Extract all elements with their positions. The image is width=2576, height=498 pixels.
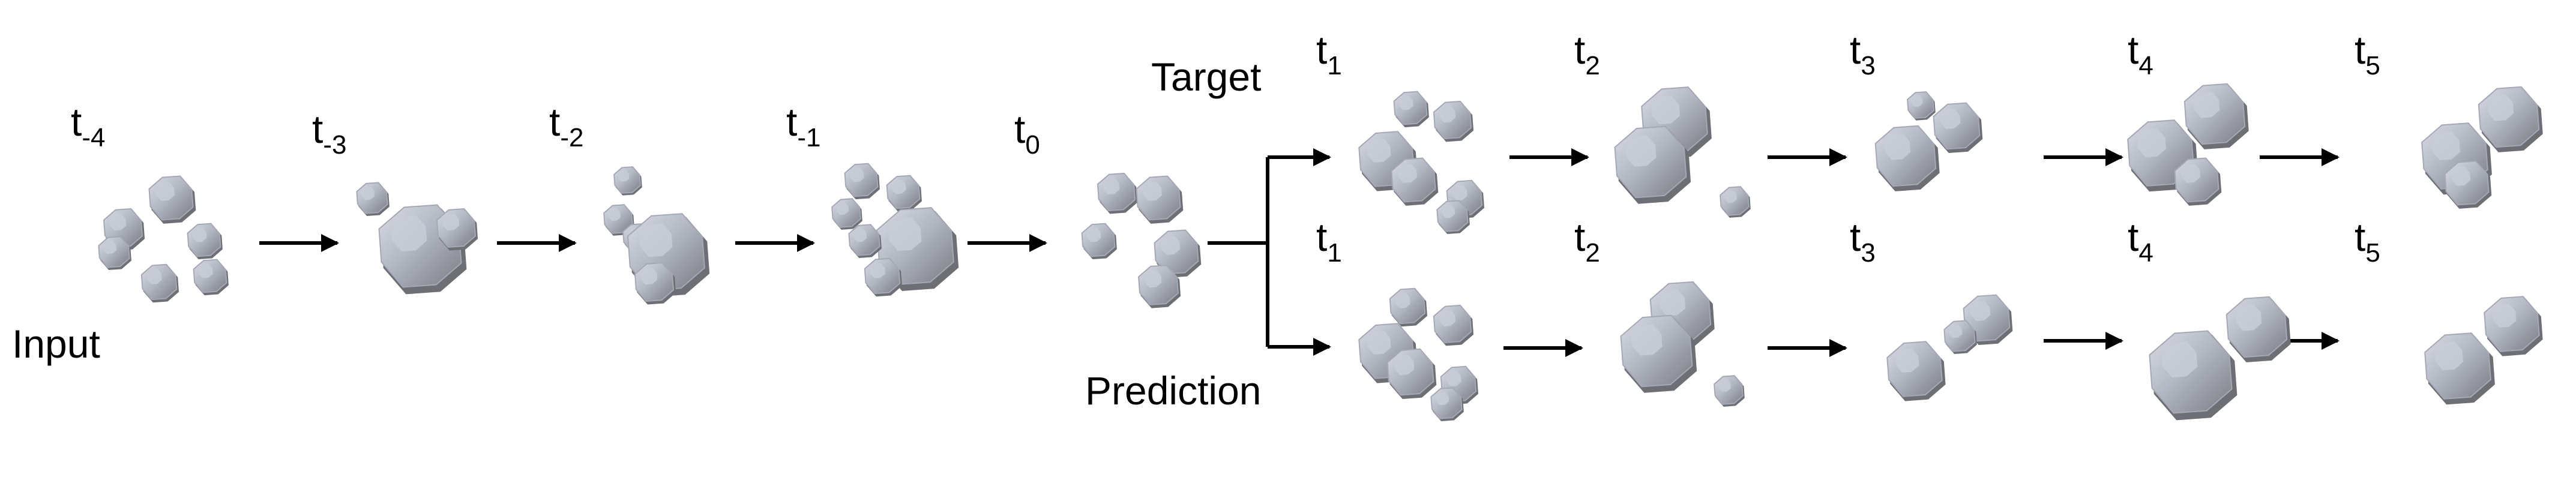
cluster-target-t4 [2127, 83, 2249, 206]
input-label: Input [12, 322, 100, 366]
time-label-input-0: t-4 [71, 100, 106, 152]
cluster-target-t5 [2421, 86, 2543, 209]
cluster-target-t3 [1874, 91, 1983, 191]
time-label-input-4: t0 [1014, 107, 1040, 160]
time-label-input-3: t-1 [786, 100, 821, 152]
time-label-input-2: t-2 [549, 100, 584, 152]
time-label-target-0: t1 [1316, 28, 1342, 80]
cluster-prediction-t1 [1358, 287, 1478, 421]
time-label-prediction-0: t1 [1316, 215, 1342, 268]
cluster-input-t-4 [98, 175, 229, 303]
time-label-target-1: t2 [1574, 28, 1600, 80]
cluster-prediction-t3 [1886, 294, 2013, 401]
time-label-prediction-4: t5 [2355, 215, 2380, 268]
time-label-target-4: t5 [2355, 28, 2380, 80]
time-label-target-2: t3 [1850, 28, 1876, 80]
cluster-prediction-t5 [2424, 296, 2543, 405]
cluster-input-t0 [1081, 172, 1202, 308]
time-label-prediction-3: t4 [2128, 215, 2153, 268]
time-label-target-3: t4 [2128, 28, 2153, 80]
cluster-input-t-3 [356, 182, 478, 295]
cluster-input-t-1 [831, 163, 959, 297]
prediction-label: Prediction [1085, 368, 1262, 413]
cluster-target-t2 [1614, 86, 1751, 218]
cluster-prediction-t2 [1620, 281, 1745, 407]
target-label: Target [1151, 55, 1262, 99]
time-label-input-1: t-3 [312, 107, 347, 160]
cluster-input-t-2 [603, 166, 710, 305]
time-label-prediction-2: t3 [1850, 215, 1876, 268]
cluster-target-t1 [1358, 91, 1484, 234]
cluster-prediction-t4 [2149, 296, 2291, 421]
time-label-prediction-1: t2 [1574, 215, 1600, 268]
